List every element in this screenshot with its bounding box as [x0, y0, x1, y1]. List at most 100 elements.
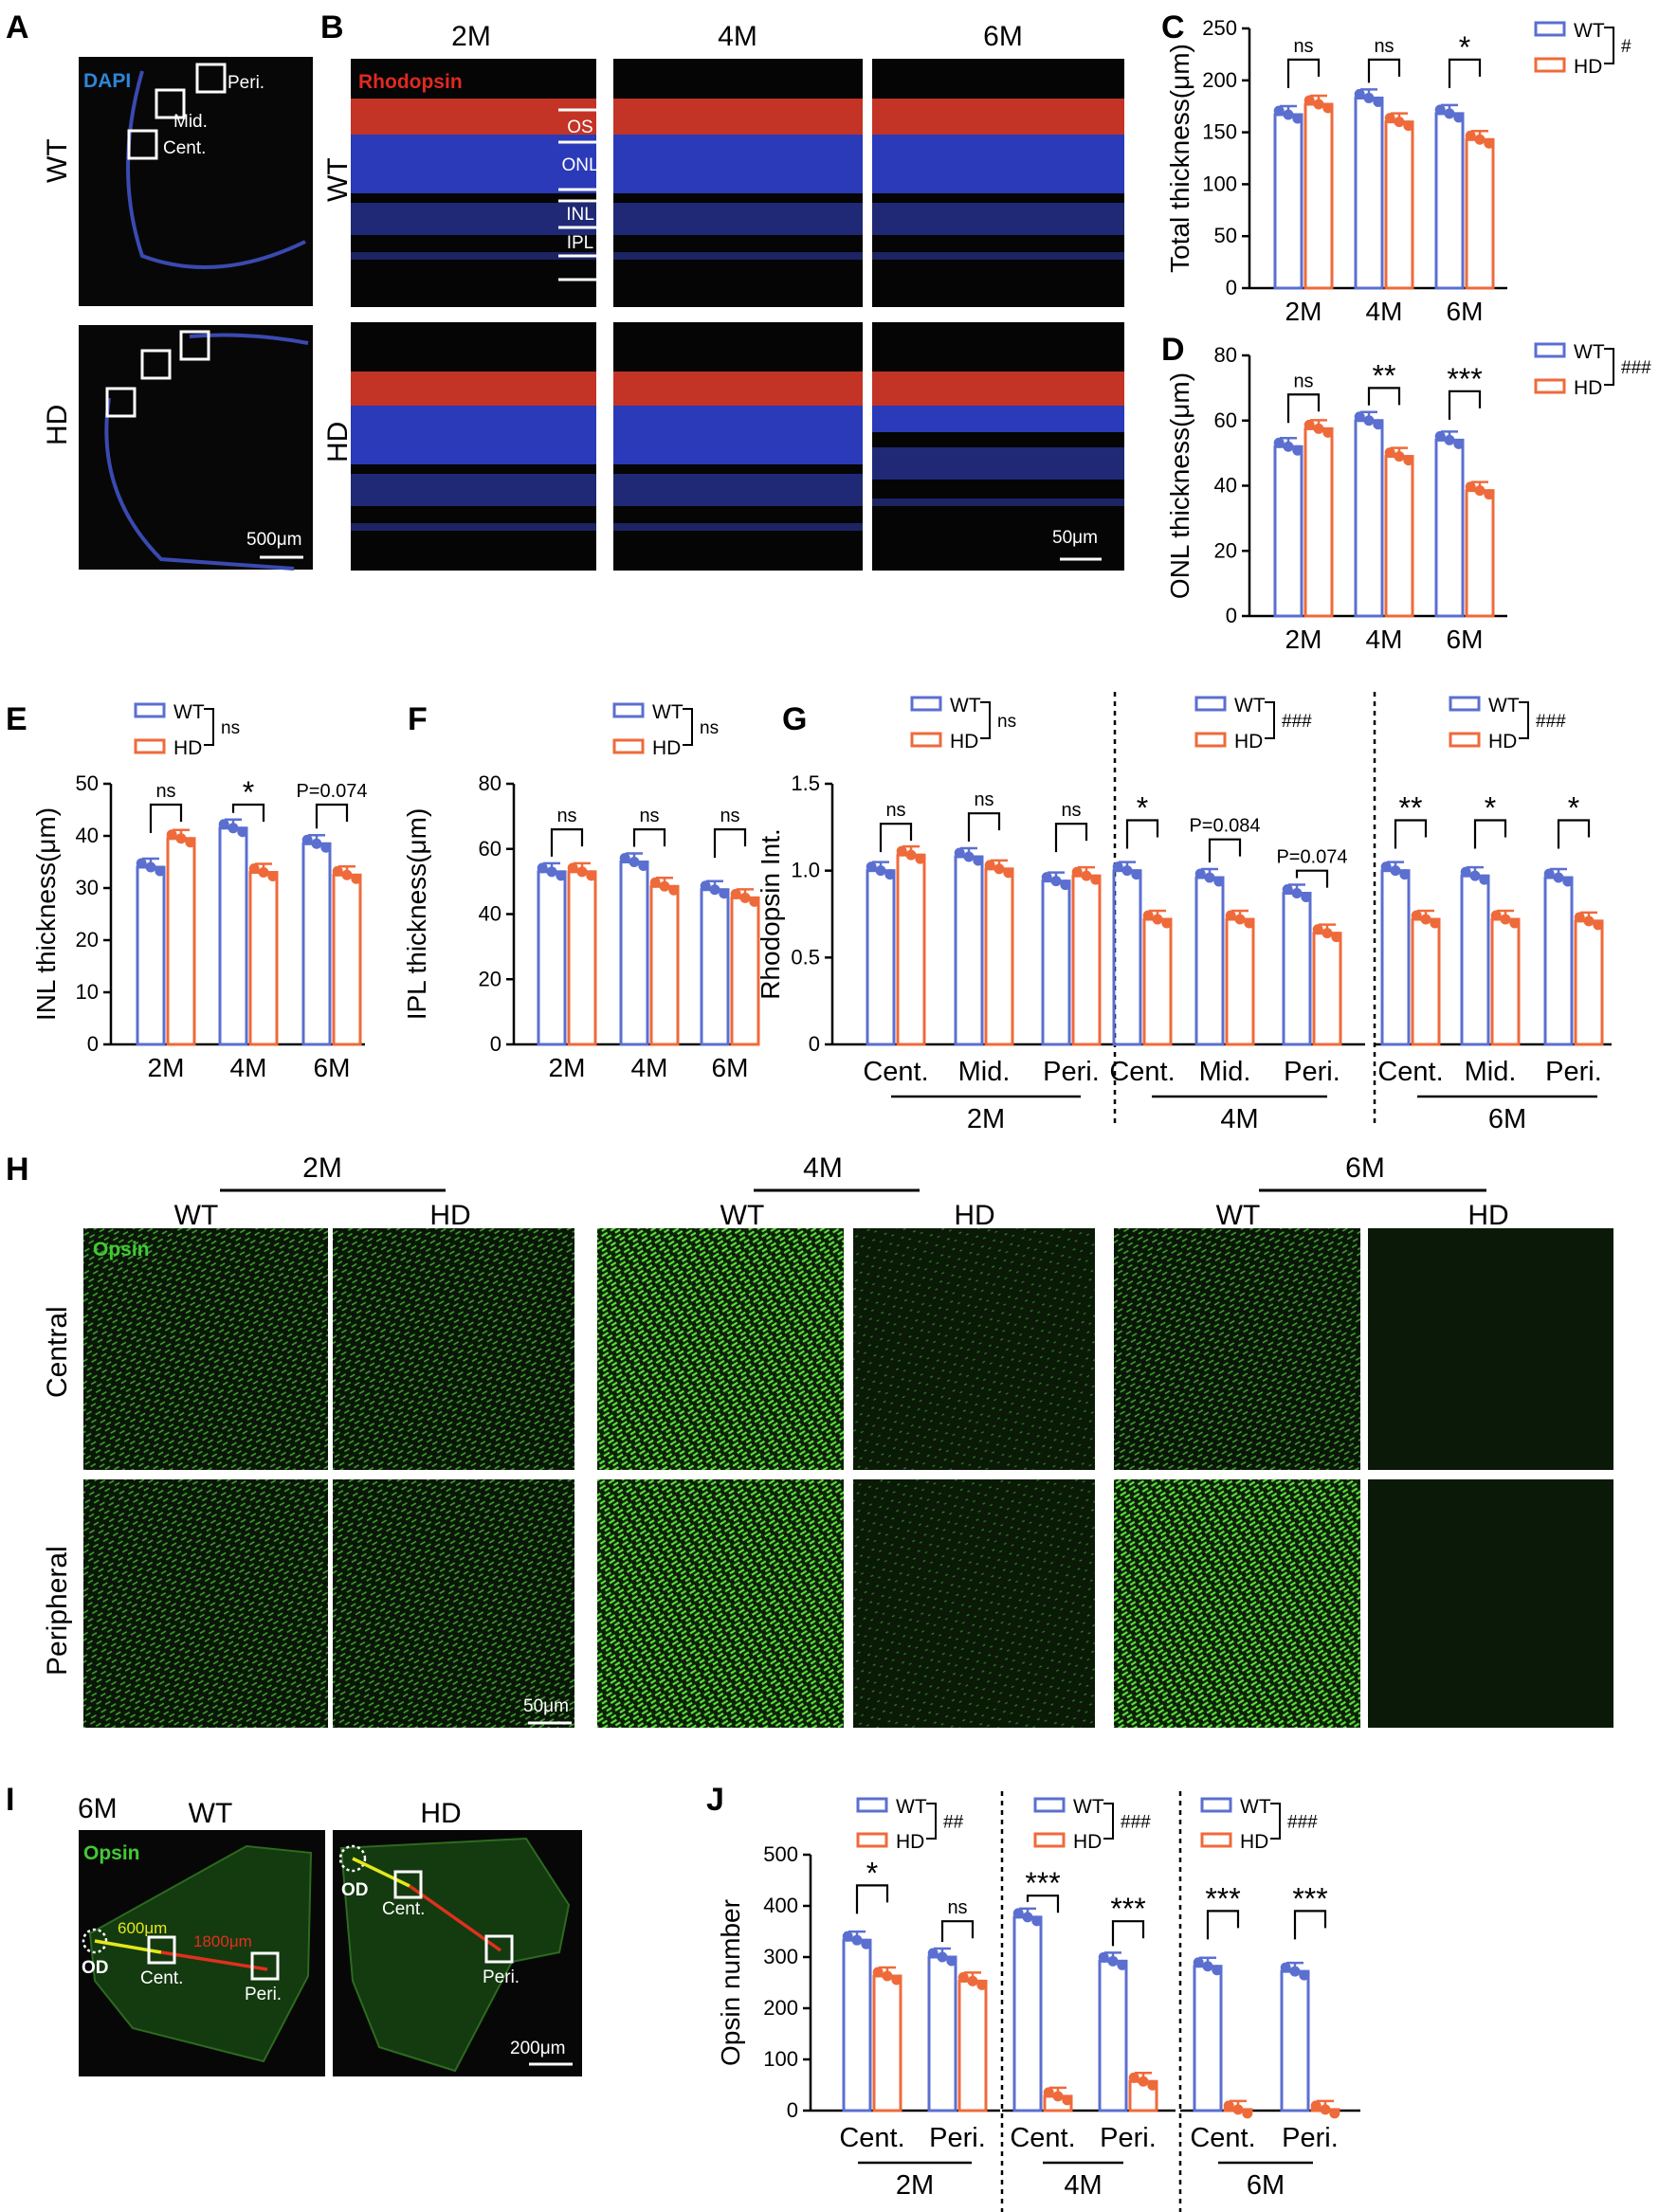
chart-j-g0-bar-hd-1-dot-0	[957, 1971, 969, 1983]
panel-h-image-0-2	[597, 1228, 844, 1470]
chart-g-g1-bar-hd-0-dot-0	[1142, 910, 1154, 921]
chart-c-bar-wt-0-dot-2	[1292, 113, 1303, 124]
chart-d-bar-wt-0-dot-1	[1283, 441, 1294, 452]
chart-c-x-label-0: 2M	[1285, 297, 1322, 326]
panel-i-wt-od-label: OD	[82, 1958, 109, 1978]
chart-e-legend-bracket	[204, 708, 214, 746]
chart-j-g1-bar-wt-0-dot-2	[1031, 1915, 1043, 1927]
panel-a-hd-box-peri	[179, 330, 210, 361]
chart-g-g0-bar-hd-0-dot-0	[896, 845, 907, 857]
chart-g-g1-bar-hd-2-dot-2	[1331, 932, 1342, 943]
chart-j-g2-legend-hd-label: HD	[1240, 1831, 1268, 1853]
panel-h-image-0-5	[1368, 1228, 1613, 1470]
chart-g-g1-2-sig: P=0.074	[1276, 847, 1347, 868]
chart-j-g0-bar-wt-1-dot-2	[946, 1955, 957, 1967]
chart-f-bar-wt-2	[700, 888, 730, 1046]
chart-j-g1-legend-bracket	[1103, 1803, 1114, 1840]
chart-j-g1-bar-hd-0-dot-1	[1052, 2091, 1064, 2102]
chart-g-g2-bar-wt-2-dot-0	[1543, 868, 1555, 879]
panel-i-wt-cent-label: Cent.	[140, 1968, 183, 1988]
chart-f-x-label-2: 6M	[712, 1053, 749, 1082]
panel-b-gcl-layer-1-2	[872, 499, 1124, 506]
chart-g-g0-legend-group-sig: ns	[997, 712, 1016, 732]
chart-f-bar-hd-2-dot-0	[730, 888, 741, 899]
chart-g-g0-legend-bracket	[980, 701, 991, 739]
panel-b-gcl-layer-1-0	[351, 523, 596, 531]
chart-f-legend-wt-label: WT	[652, 701, 684, 723]
chart-e-bar-hd-1	[248, 871, 279, 1046]
chart-e-y-axis-label: INL thickness(μm)	[31, 807, 61, 1021]
panel-i-dist-600: 600μm	[118, 1919, 167, 1937]
chart-c-bar-wt-1	[1354, 96, 1384, 290]
panel-i-wt-label: WT	[189, 1798, 233, 1829]
panel-b-layer-onl: ONL	[561, 155, 598, 175]
chart-d-y-tick-label-0: 0	[1226, 604, 1237, 627]
chart-e-legend-hd-swatch	[134, 738, 166, 754]
panel-i-wt-od-circle	[82, 1928, 108, 1954]
chart-j-y-tick-label-3: 300	[763, 1945, 798, 1968]
panel-b-inl-layer-1-1	[613, 474, 863, 506]
chart-e-0-bracket	[149, 803, 183, 833]
chart-j-g2-x-label-1: Peri.	[1282, 2123, 1339, 2153]
chart-g-g2-bar-wt-1-dot-2	[1479, 874, 1490, 885]
chart-c-bar-hd-0-dot-0	[1303, 95, 1315, 106]
panel-letter-h: H	[6, 1151, 29, 1188]
chart-f-bar-wt-0-dot-0	[537, 862, 548, 874]
chart-d-bar-hd-1-dot-0	[1384, 447, 1395, 459]
panel-a: WT HD DAPI Peri. Mid. Cent. 500μm	[42, 57, 313, 571]
chart-e-bar-hd-2-dot-1	[341, 869, 353, 880]
chart-c-legend-hd-swatch	[1534, 57, 1566, 73]
chart-e-bar-wt-0-dot-0	[136, 858, 147, 869]
panel-a-wt-image	[79, 57, 313, 306]
chart-c-x-label-2: 6M	[1447, 297, 1484, 326]
chart-c-bar-hd-1-dot-0	[1384, 113, 1395, 124]
chart-e-bar-wt-2-dot-1	[311, 838, 322, 849]
chart-g-g1-bar-wt-1-dot-2	[1213, 876, 1225, 887]
chart-d-bar-wt-1	[1354, 419, 1384, 618]
chart-j-g1-legend-wt-swatch	[1033, 1797, 1066, 1813]
chart-g-g1-bar-wt-2-dot-2	[1301, 892, 1312, 902]
chart-g-g2-bar-wt-2-dot-2	[1562, 876, 1574, 887]
chart-f-bar-wt-1-dot-0	[619, 853, 630, 863]
chart-f-bar-hd-2-dot-1	[739, 892, 751, 903]
chart-j-g2-0-sig: ***	[1205, 1881, 1240, 1915]
chart-g-g2-bar-hd-2-dot-1	[1583, 916, 1595, 927]
chart-e-bar-wt-2	[301, 842, 332, 1046]
chart-d-bar-hd-0	[1303, 426, 1334, 618]
chart-g-g0-bar-hd-1-dot-1	[993, 863, 1005, 875]
chart-f-bar-wt-0	[537, 870, 567, 1046]
panel-i: 6M WT HD Opsin 600μm 1800μm OD Cent. Per…	[78, 1793, 582, 2076]
panel-letter-d: D	[1161, 332, 1185, 368]
chart-e-bar-wt-2-dot-2	[320, 842, 332, 853]
chart-c-bar-wt-2-dot-1	[1444, 108, 1455, 119]
chart-c-0-bracket	[1286, 58, 1321, 88]
chart-g-g0-legend-wt-label: WT	[950, 695, 981, 716]
panel-b-os-layer-0-2	[872, 99, 1124, 135]
chart-d-legend-wt-label: WT	[1574, 341, 1605, 363]
chart-f-legend-hd-label: HD	[652, 737, 681, 759]
chart-e-bar-hd-2	[332, 873, 362, 1046]
chart-f-bar-wt-2-dot-1	[709, 884, 720, 896]
chart-j-g0-bar-wt-0-dot-2	[861, 1938, 872, 1949]
chart-f-0-bracket	[550, 828, 584, 857]
chart-d-bar-wt-2	[1434, 438, 1465, 618]
chart-g-g1-x-label-1: Mid.	[1199, 1057, 1251, 1087]
chart-g-g2-bar-hd-0-dot-1	[1420, 914, 1431, 925]
chart-g-g2-bar-hd-2-dot-2	[1593, 919, 1604, 931]
panel-b-layer-ticks	[558, 108, 602, 281]
chart-g-g0-bar-wt-2-dot-2	[1060, 879, 1071, 891]
chart-g-g2-1-sig: *	[1485, 791, 1496, 825]
panel-b-inl-layer-0-0	[351, 203, 596, 235]
chart-f-bar-hd-0-dot-1	[576, 866, 588, 878]
chart-j-g1-bar-wt-1-dot-1	[1107, 1955, 1119, 1967]
chart-g-g0-bar-wt-2	[1041, 879, 1071, 1046]
chart-g-g1-bar-hd-1-dot-0	[1225, 910, 1236, 921]
chart-j-g1-bar-hd-0-dot-2	[1062, 2094, 1073, 2106]
chart-f-y-tick-label-3: 60	[479, 837, 501, 861]
chart-j-y-tick-label-0: 0	[787, 2098, 798, 2122]
chart-g-g0-2-sig: ns	[1061, 800, 1081, 821]
chart-g-g0-legend-wt-swatch	[910, 696, 942, 712]
chart-g-g2-group-label: 6M	[1488, 1104, 1526, 1134]
chart-g-g2-x-label-2: Peri.	[1545, 1057, 1602, 1087]
